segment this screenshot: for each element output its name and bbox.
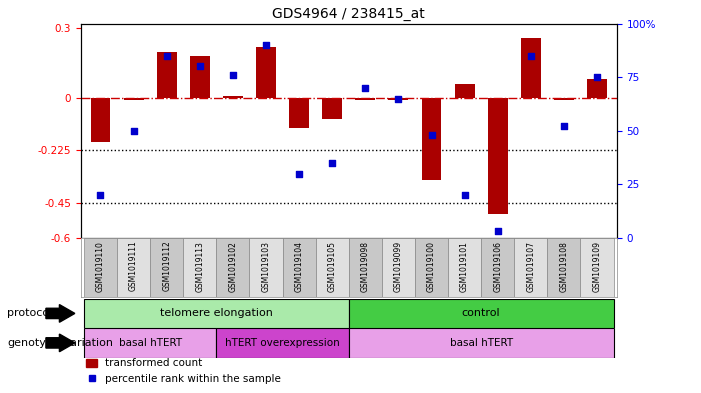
FancyArrow shape — [46, 305, 75, 322]
Bar — [421, 98, 442, 180]
Bar — [217, 328, 349, 358]
Bar — [84, 299, 349, 328]
Point — [128, 127, 139, 134]
Bar — [315, 238, 349, 297]
Bar — [183, 238, 217, 297]
Bar — [515, 238, 547, 297]
Point — [327, 160, 338, 166]
Bar — [84, 328, 217, 358]
FancyArrow shape — [46, 334, 75, 352]
Point — [426, 132, 437, 138]
Bar — [223, 96, 243, 98]
Text: GSM1019099: GSM1019099 — [394, 241, 403, 292]
Text: GSM1019107: GSM1019107 — [526, 241, 536, 292]
Text: telomere elongation: telomere elongation — [160, 309, 273, 318]
Legend: transformed count, percentile rank within the sample: transformed count, percentile rank withi… — [82, 354, 285, 388]
Bar — [322, 98, 342, 119]
Bar — [547, 238, 580, 297]
Text: GSM1019106: GSM1019106 — [494, 241, 502, 292]
Bar — [554, 98, 574, 100]
Text: hTERT overexpression: hTERT overexpression — [225, 338, 340, 348]
Text: GSM1019112: GSM1019112 — [162, 241, 171, 292]
Text: GSM1019109: GSM1019109 — [592, 241, 601, 292]
Bar — [455, 84, 475, 98]
Point — [592, 74, 603, 80]
Bar — [217, 238, 250, 297]
Bar — [349, 328, 613, 358]
Bar — [448, 238, 481, 297]
Text: GSM1019104: GSM1019104 — [294, 241, 304, 292]
Text: GSM1019105: GSM1019105 — [327, 241, 336, 292]
Bar — [157, 51, 177, 98]
Bar — [190, 56, 210, 98]
Bar — [250, 238, 283, 297]
Bar — [290, 98, 309, 129]
Text: GSM1019110: GSM1019110 — [96, 241, 105, 292]
Bar — [580, 238, 613, 297]
Text: genotype/variation: genotype/variation — [7, 338, 113, 348]
Text: GSM1019101: GSM1019101 — [460, 241, 469, 292]
Bar — [488, 98, 508, 215]
Bar — [415, 238, 448, 297]
Point — [393, 95, 404, 102]
Title: GDS4964 / 238415_at: GDS4964 / 238415_at — [273, 7, 425, 21]
Bar — [587, 79, 607, 98]
Text: control: control — [462, 309, 501, 318]
Point — [525, 53, 536, 59]
Bar — [256, 47, 276, 98]
Text: protocol: protocol — [7, 309, 53, 318]
Bar — [349, 238, 382, 297]
Point — [260, 42, 271, 48]
Text: GSM1019108: GSM1019108 — [559, 241, 569, 292]
Bar — [388, 98, 408, 100]
Text: GSM1019103: GSM1019103 — [261, 241, 271, 292]
Text: basal hTERT: basal hTERT — [449, 338, 512, 348]
Point — [294, 170, 305, 176]
Point — [558, 123, 569, 130]
Bar — [150, 238, 183, 297]
Text: GSM1019111: GSM1019111 — [129, 241, 138, 292]
Text: basal hTERT: basal hTERT — [118, 338, 182, 348]
Point — [227, 72, 238, 78]
Bar — [521, 38, 540, 98]
Point — [492, 228, 503, 235]
Bar — [84, 238, 117, 297]
Bar — [382, 238, 415, 297]
Text: GSM1019098: GSM1019098 — [361, 241, 370, 292]
Point — [360, 84, 371, 91]
Bar — [349, 299, 613, 328]
Text: GSM1019113: GSM1019113 — [196, 241, 204, 292]
Bar — [355, 98, 375, 100]
Point — [194, 63, 205, 70]
Bar — [283, 238, 315, 297]
Point — [161, 53, 172, 59]
Bar — [481, 238, 515, 297]
Text: GSM1019102: GSM1019102 — [229, 241, 238, 292]
Bar — [123, 98, 144, 100]
Point — [459, 192, 470, 198]
Bar — [117, 238, 150, 297]
Bar — [90, 98, 111, 142]
Point — [95, 192, 106, 198]
Text: GSM1019100: GSM1019100 — [427, 241, 436, 292]
